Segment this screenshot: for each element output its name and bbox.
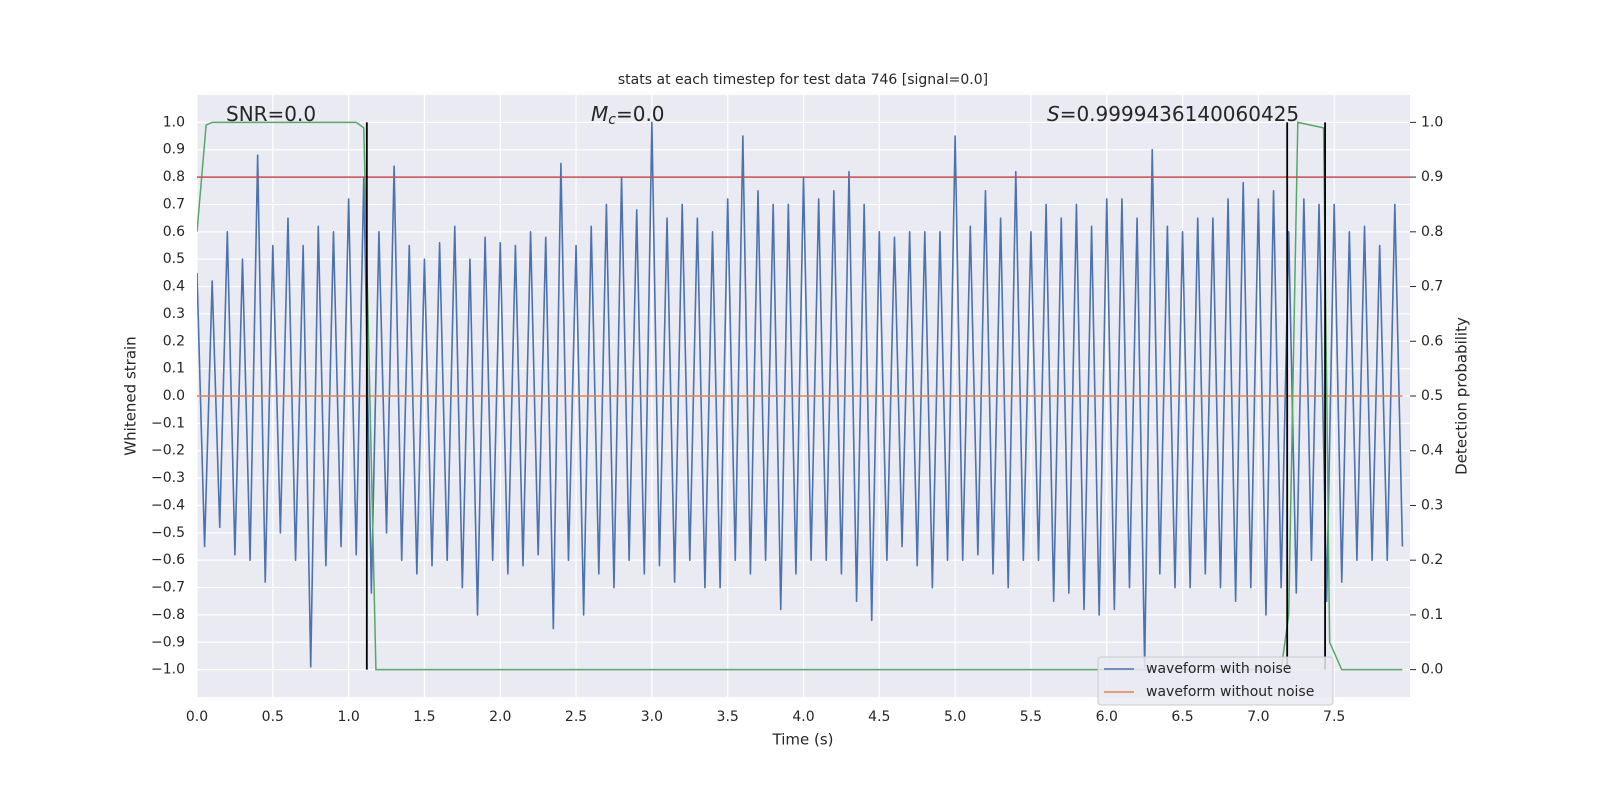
- annotation: SNR=0.0: [226, 102, 316, 126]
- y-tick-label: −0.5: [151, 525, 185, 541]
- x-tick-label: 2.5: [565, 709, 587, 725]
- y-tick-label: −0.9: [151, 634, 185, 650]
- y-tick-label: 0.1: [163, 361, 185, 377]
- y-tick-label: 0.6: [163, 224, 185, 240]
- y2-tick-label: 0.7: [1421, 279, 1443, 295]
- y2-tick-label: 0.6: [1421, 333, 1443, 349]
- probability-line: [197, 121, 1403, 671]
- y-tick-label: 0.8: [163, 169, 185, 185]
- x-tick-label: 0.5: [262, 709, 284, 725]
- y-tick-label: 0.3: [163, 306, 185, 322]
- y-tick-label: 0.7: [163, 196, 185, 212]
- y2-tick-label: 0.4: [1421, 443, 1443, 459]
- x-tick-label: 2.0: [489, 709, 511, 725]
- annotation-part: S: [1047, 102, 1060, 126]
- legend-label: waveform with noise: [1146, 661, 1291, 677]
- legend-box: [1097, 656, 1334, 706]
- y2-tick-label: 0.8: [1421, 224, 1443, 240]
- x-tick-label: 7.0: [1247, 709, 1269, 725]
- annotation-part: M: [591, 102, 608, 126]
- y-tick-label: 0.0: [163, 388, 185, 404]
- y2-tick-label: 0.2: [1421, 552, 1443, 568]
- x-tick-label: 6.5: [1171, 709, 1193, 725]
- annotation: Mc=0.0: [591, 102, 665, 129]
- y-tick-label: −0.2: [151, 443, 185, 459]
- annotation-part: SNR=0.0: [226, 102, 316, 126]
- y-tick-label: −0.6: [151, 552, 185, 568]
- annotation-part: c: [608, 112, 616, 128]
- y-tick-label: 0.2: [163, 333, 185, 349]
- y2-tick-label: 0.3: [1421, 497, 1443, 513]
- y2-tick-label: 0.1: [1421, 607, 1443, 623]
- y-tick-label: −0.3: [151, 470, 185, 486]
- y-tick-label: −1.0: [151, 662, 185, 678]
- x-tick-label: 5.0: [944, 709, 966, 725]
- x-tick-label: 0.0: [186, 709, 208, 725]
- y-tick-label: 1.0: [163, 114, 185, 130]
- y-tick-label: −0.8: [151, 607, 185, 623]
- x-tick-label: 1.0: [337, 709, 359, 725]
- annotation-part: =0.0: [616, 102, 665, 126]
- annotation: S=0.9999436140060425: [1047, 102, 1299, 126]
- y-tick-label: 0.4: [163, 279, 185, 295]
- y-axis-label: Whitened strain: [122, 336, 140, 455]
- x-axis-label: Time (s): [772, 731, 834, 749]
- x-tick-label: 7.5: [1323, 709, 1345, 725]
- y2-tick-label: 0.9: [1421, 169, 1443, 185]
- y2-tick-label: 0.0: [1421, 662, 1443, 678]
- y-tick-label: 0.5: [163, 251, 185, 267]
- y-tick-label: 0.9: [163, 142, 185, 158]
- x-tick-label: 5.5: [1020, 709, 1042, 725]
- x-tick-label: 3.0: [641, 709, 663, 725]
- x-tick-label: 6.0: [1096, 709, 1118, 725]
- y-tick-label: −0.4: [151, 497, 185, 513]
- chart-title: stats at each timestep for test data 746…: [618, 72, 988, 88]
- y-tick-label: −0.7: [151, 580, 185, 596]
- annotation-part: =0.9999436140060425: [1060, 102, 1299, 126]
- x-tick-label: 3.5: [717, 709, 739, 725]
- y-tick-label: −0.1: [151, 415, 185, 431]
- x-tick-label: 1.5: [413, 709, 435, 725]
- y2-axis-label: Detection probability: [1453, 317, 1471, 475]
- legend-label: waveform without noise: [1146, 684, 1314, 700]
- x-tick-label: 4.5: [868, 709, 890, 725]
- y2-tick-label: 0.5: [1421, 388, 1443, 404]
- y2-tick-label: 1.0: [1421, 114, 1443, 130]
- x-tick-label: 4.0: [792, 709, 814, 725]
